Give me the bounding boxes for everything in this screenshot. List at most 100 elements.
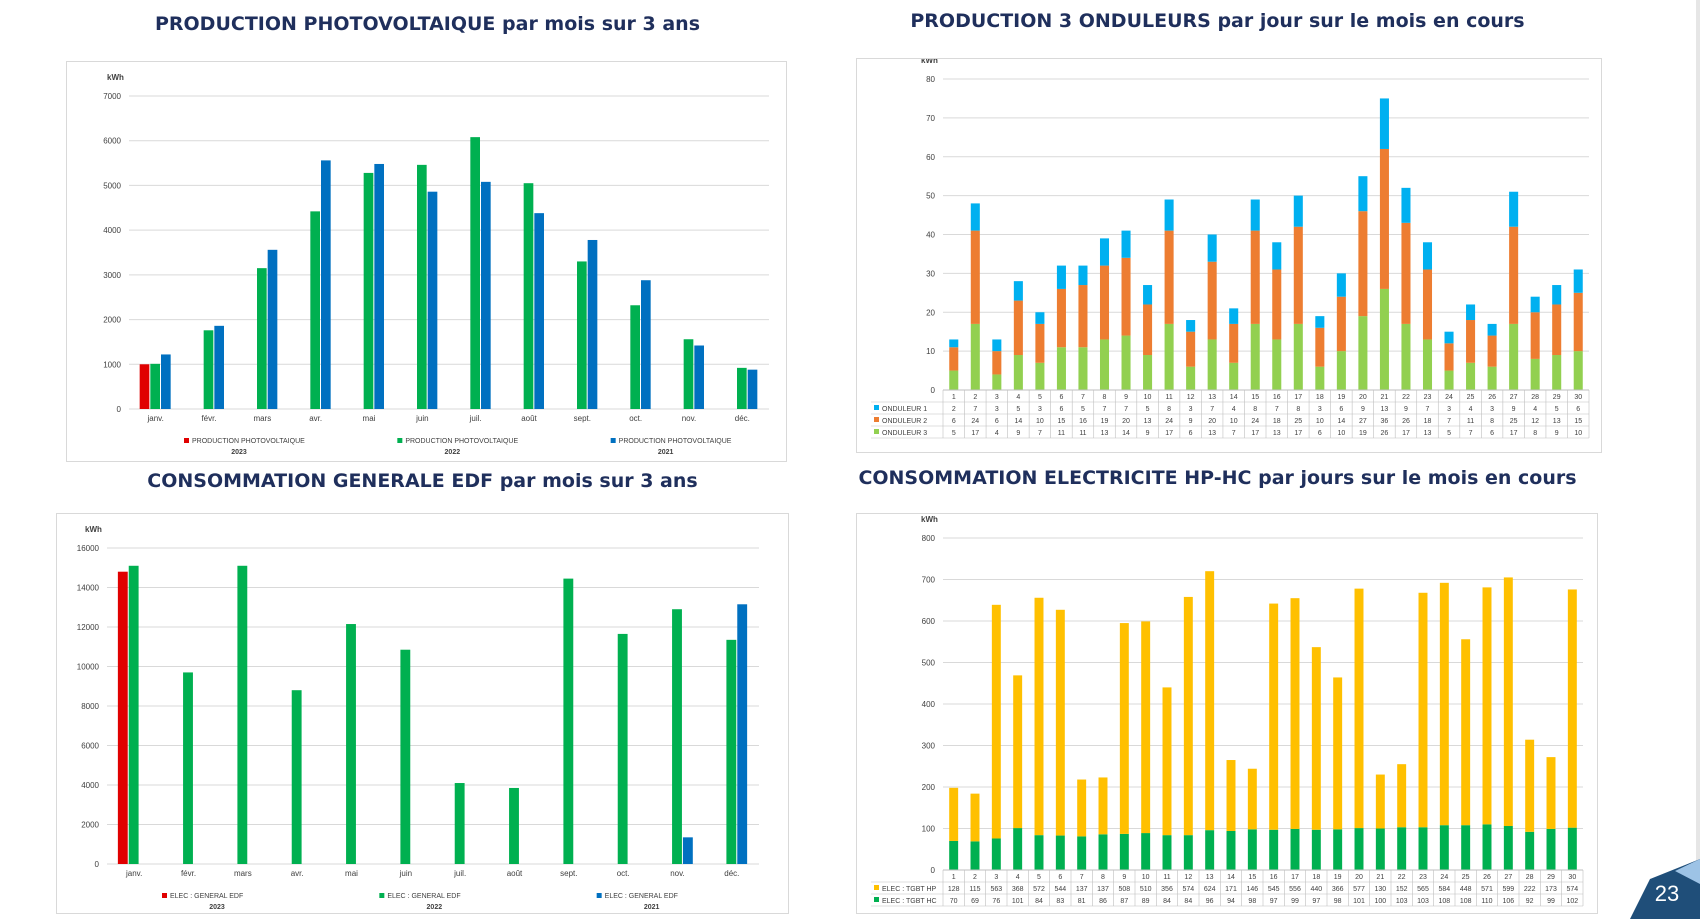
data-label: 3 bbox=[1318, 406, 1322, 413]
data-label: 440 bbox=[1310, 886, 1322, 893]
bar-segment-28 bbox=[1530, 296, 1540, 313]
x-tick-label: 4 bbox=[1016, 394, 1020, 401]
data-label: 128 bbox=[948, 886, 960, 893]
data-label: 3 bbox=[1490, 406, 1494, 413]
bar-2022-3 bbox=[257, 268, 267, 409]
x-tick-label: 13 bbox=[1206, 874, 1214, 881]
bar-2022-1 bbox=[128, 565, 139, 864]
bar-segment-3 bbox=[991, 838, 1001, 870]
data-label: 103 bbox=[1396, 898, 1408, 905]
bar-segment-4 bbox=[1013, 828, 1023, 870]
x-tick-label: 30 bbox=[1574, 394, 1582, 401]
bar-2021-12 bbox=[737, 604, 748, 864]
bar-2021-11 bbox=[682, 837, 693, 864]
bar-segment-2 bbox=[970, 323, 980, 390]
data-label: 26 bbox=[1402, 418, 1410, 425]
bar-segment-2 bbox=[970, 230, 980, 324]
data-label: 8 bbox=[1296, 406, 1300, 413]
y-axis-label: kWh bbox=[107, 73, 124, 82]
y-tick-label: 2000 bbox=[81, 821, 99, 830]
bar-segment-6 bbox=[1056, 265, 1066, 289]
legend-year: 2022 bbox=[445, 449, 461, 456]
data-label: 368 bbox=[1012, 886, 1024, 893]
data-label: 6 bbox=[952, 418, 956, 425]
bar-segment-19 bbox=[1336, 273, 1346, 297]
bar-segment-21 bbox=[1379, 98, 1389, 149]
data-label: 9 bbox=[1361, 406, 1365, 413]
bar-segment-10 bbox=[1141, 833, 1151, 870]
bar-segment-1 bbox=[949, 370, 959, 390]
legend-year: 2023 bbox=[209, 904, 225, 911]
bar-segment-23 bbox=[1418, 827, 1428, 870]
bar-segment-21 bbox=[1379, 148, 1389, 289]
bar-segment-25 bbox=[1461, 639, 1471, 826]
bar-segment-15 bbox=[1247, 768, 1257, 830]
bar-segment-5 bbox=[1035, 323, 1045, 363]
x-tick-label: 17 bbox=[1294, 394, 1302, 401]
y-tick-label: 10 bbox=[926, 347, 935, 356]
data-label: 13 bbox=[1424, 430, 1432, 437]
data-label: 6 bbox=[1189, 430, 1193, 437]
bar-2022-12 bbox=[737, 367, 747, 409]
bar-segment-9 bbox=[1121, 335, 1131, 390]
bar-segment-25 bbox=[1466, 362, 1476, 390]
bar-segment-3 bbox=[992, 374, 1002, 390]
data-label: 19 bbox=[1101, 418, 1109, 425]
data-label: 69 bbox=[971, 898, 979, 905]
bar-2022-3 bbox=[237, 565, 248, 864]
bar-segment-22 bbox=[1401, 222, 1411, 324]
bar-segment-26 bbox=[1482, 587, 1492, 825]
data-label: 24 bbox=[971, 418, 979, 425]
bar-2022-8 bbox=[509, 787, 519, 864]
bar-segment-8 bbox=[1099, 238, 1110, 266]
data-label: 17 bbox=[1294, 430, 1302, 437]
table-row-label: ONDULEUR 3 bbox=[882, 430, 927, 437]
data-label: 152 bbox=[1396, 886, 1408, 893]
bar-segment-23 bbox=[1418, 592, 1428, 828]
chart-title-pv: PRODUCTION PHOTOVOLTAIQUE par mois sur 3… bbox=[154, 13, 701, 35]
bar-segment-16 bbox=[1272, 339, 1282, 390]
data-label: 18 bbox=[1273, 418, 1281, 425]
data-label: 599 bbox=[1502, 886, 1514, 893]
bar-segment-21 bbox=[1379, 288, 1389, 390]
data-label: 103 bbox=[1417, 898, 1429, 905]
data-label: 222 bbox=[1524, 886, 1536, 893]
data-label: 87 bbox=[1120, 898, 1128, 905]
y-tick-label: 800 bbox=[922, 534, 936, 543]
data-label: 99 bbox=[1291, 898, 1299, 905]
x-tick-label: avr. bbox=[309, 414, 322, 423]
data-label: 574 bbox=[1182, 886, 1194, 893]
x-tick-label: 23 bbox=[1419, 874, 1427, 881]
data-label: 5 bbox=[1081, 406, 1085, 413]
data-label: 96 bbox=[1206, 898, 1214, 905]
bar-segment-13 bbox=[1207, 261, 1217, 340]
data-label: 10 bbox=[1337, 430, 1345, 437]
data-label: 3 bbox=[1038, 406, 1042, 413]
x-tick-label: 9 bbox=[1122, 874, 1126, 881]
x-tick-label: 29 bbox=[1553, 394, 1561, 401]
data-label: 97 bbox=[1312, 898, 1320, 905]
x-tick-label: 15 bbox=[1248, 874, 1256, 881]
data-label: 4 bbox=[995, 430, 999, 437]
data-label: 18 bbox=[1424, 418, 1432, 425]
y-tick-label: 12000 bbox=[77, 623, 100, 632]
legend-swatch bbox=[610, 438, 616, 443]
x-tick-label: janv. bbox=[147, 414, 164, 423]
bar-segment-5 bbox=[1034, 835, 1044, 870]
x-tick-label: mai bbox=[345, 869, 358, 878]
bar-segment-7 bbox=[1078, 265, 1088, 286]
x-tick-label: 6 bbox=[1059, 394, 1063, 401]
x-tick-label: juil. bbox=[453, 869, 466, 878]
chart-panel-onduleurs: 0 10 20 30 40 50 60 70 80 kWh 1 2 3 4 5 6 7 8 9 10 11 12 13 14 1… bbox=[856, 56, 1602, 453]
x-tick-label: mai bbox=[363, 414, 376, 423]
data-label: 17 bbox=[1510, 430, 1518, 437]
bar-segment-29 bbox=[1546, 757, 1556, 829]
bar-2021-3 bbox=[267, 249, 278, 409]
data-label: 137 bbox=[1097, 886, 1109, 893]
bar-segment-12 bbox=[1186, 366, 1196, 390]
x-tick-label: 19 bbox=[1334, 874, 1342, 881]
y-tick-label: 10000 bbox=[77, 663, 100, 672]
bar-2021-2 bbox=[214, 325, 224, 409]
bar-segment-16 bbox=[1272, 269, 1282, 340]
